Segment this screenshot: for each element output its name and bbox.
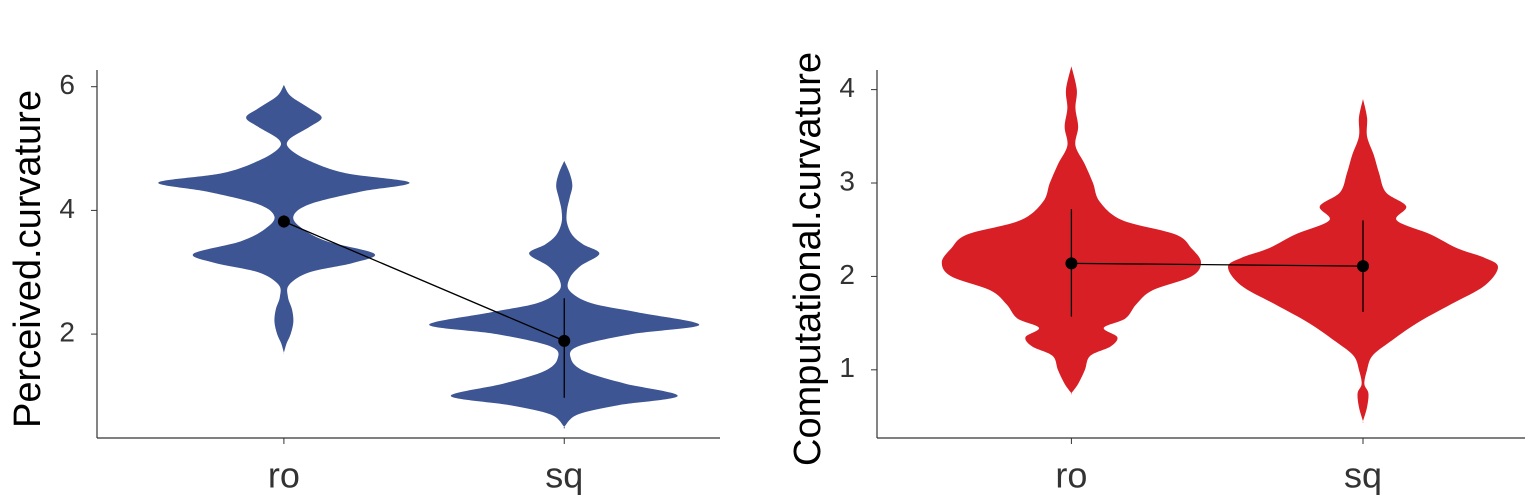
y-tick-label: 4 (839, 72, 855, 103)
y-axis-label: Computational.curvature (787, 52, 829, 466)
y-tick-label: 6 (59, 69, 75, 100)
mean-point (558, 334, 571, 347)
x-tick-label: ro (268, 455, 300, 496)
x-tick-label: ro (1055, 455, 1087, 496)
y-tick-label: 2 (59, 316, 75, 347)
violin (429, 160, 700, 429)
mean-point (1357, 260, 1369, 273)
y-tick-label: 3 (839, 165, 855, 196)
mean-point (277, 215, 290, 228)
mean-point (1065, 257, 1078, 270)
x-tick-label: sq (545, 455, 583, 496)
y-tick-label: 4 (59, 193, 75, 224)
y-tick-label: 1 (839, 352, 855, 383)
mean-line (1071, 262, 1364, 267)
y-axis-label: Perceived.curvature (7, 90, 49, 428)
mean-line (283, 220, 565, 342)
y-tick-label: 2 (839, 259, 855, 290)
x-tick-label: sq (1344, 455, 1382, 496)
